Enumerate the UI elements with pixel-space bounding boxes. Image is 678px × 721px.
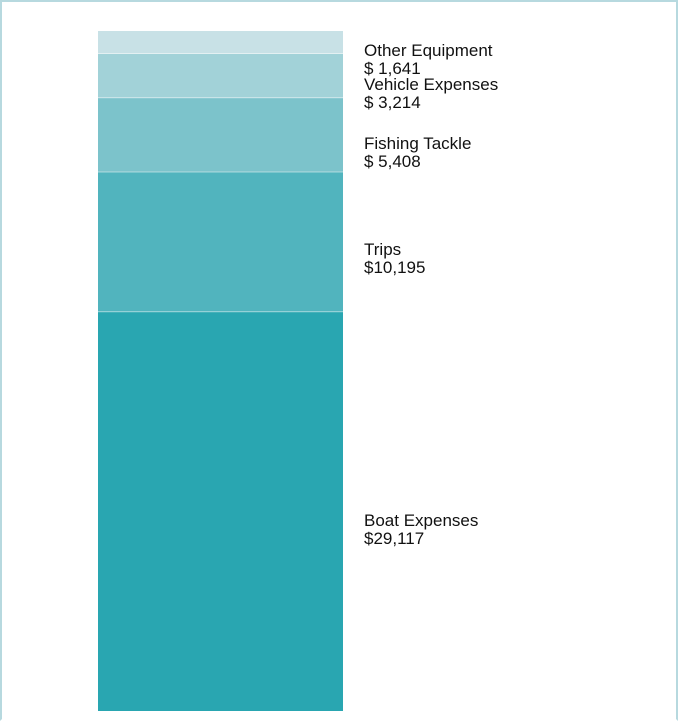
- segment-value-vehicle-expenses: $ 3,214: [364, 93, 421, 112]
- segment-value-boat-expenses: $29,117: [364, 529, 424, 548]
- segment-name-boat-expenses: Boat Expenses: [364, 511, 478, 530]
- segment-name-fishing-tackle: Fishing Tackle: [364, 134, 471, 153]
- segment-value-trips: $10,195: [364, 258, 425, 277]
- bar-segments: [98, 31, 343, 711]
- segment-name-vehicle-expenses: Vehicle Expenses: [364, 75, 498, 94]
- bar-segment-vehicle-expenses: [98, 53, 343, 98]
- segment-labels: Boat Expenses$29,117 Trips$10,195 Fishing …: [364, 41, 498, 548]
- bar-segment-trips: [98, 171, 343, 312]
- segment-name-other-equipment: Other Equipment: [364, 41, 493, 60]
- segment-value-fishing-tackle: $ 5,408: [364, 152, 421, 171]
- segment-name-trips: Trips: [364, 240, 401, 259]
- bar-segment-other-equipment: [98, 31, 343, 54]
- segment-value-other-equipment: $ 1,641: [364, 59, 421, 78]
- bar-segment-fishing-tackle: [98, 97, 343, 172]
- bar-segment-boat-expenses: [98, 311, 343, 711]
